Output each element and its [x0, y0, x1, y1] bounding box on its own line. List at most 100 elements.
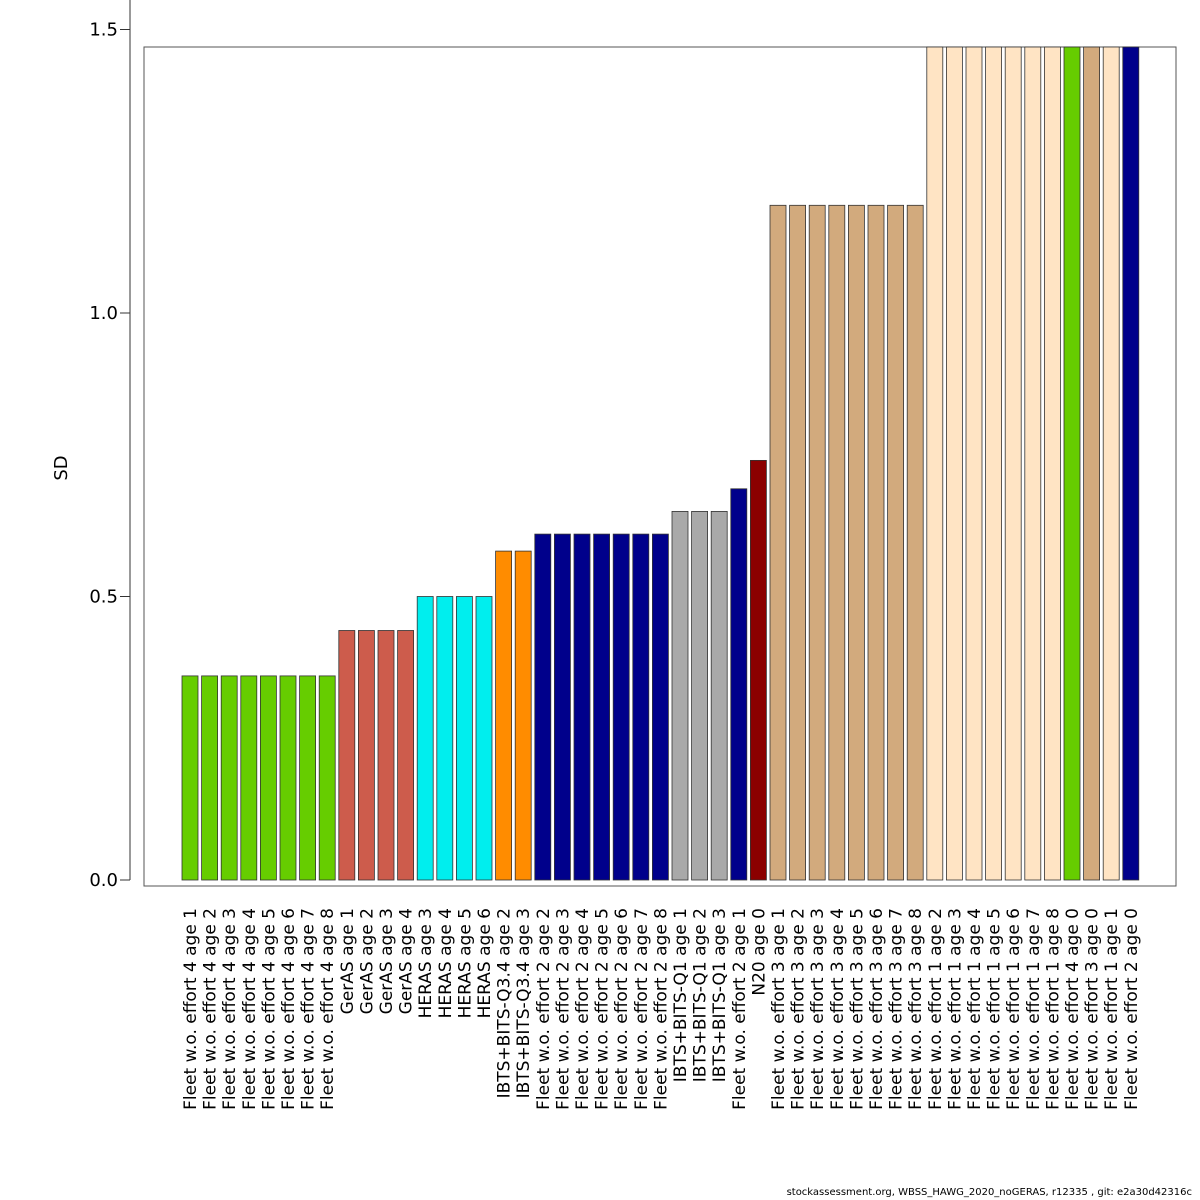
- bar-45: [1044, 46, 1061, 881]
- bar-37: [887, 204, 904, 881]
- x-tick-label: Fleet w.o. effort 3 age 6: [867, 908, 887, 1110]
- x-tick-label: Fleet w.o. effort 1 age 2: [926, 908, 946, 1110]
- bar-29: [730, 488, 748, 881]
- x-tick-label: IBTS+BITS-Q1 age 2: [691, 908, 711, 1082]
- bar-40: [946, 46, 963, 881]
- x-tick-label: Fleet w.o. effort 2 age 7: [632, 908, 652, 1110]
- bar-22: [593, 533, 610, 881]
- y-axis: 0.00.51.01.52.02.5: [89, 0, 131, 891]
- x-tick-label: Fleet w.o. effort 2 age 5: [593, 908, 613, 1110]
- bar-21: [573, 533, 591, 881]
- bar-30: [750, 459, 767, 881]
- y-tick-label: 1.5: [89, 20, 118, 41]
- y-tick-label: 0.0: [89, 870, 118, 891]
- bar-13: [416, 596, 434, 881]
- x-tick-label: Fleet w.o. effort 4 age 3: [220, 908, 240, 1110]
- x-tick-label: Fleet w.o. effort 3 age 7: [887, 908, 907, 1110]
- x-tick-label: Fleet w.o. effort 3 age 4: [828, 908, 848, 1110]
- bar-9: [338, 630, 356, 881]
- bar-19: [534, 533, 552, 881]
- x-tick-label: Fleet w.o. effort 3 age 8: [906, 908, 926, 1110]
- x-tick-label: Fleet w.o. effort 1 age 4: [965, 908, 985, 1110]
- x-tick-label: Fleet w.o. effort 2 age 1: [730, 908, 750, 1110]
- x-tick-label: Fleet w.o. effort 2 age 8: [651, 908, 671, 1110]
- x-tick-label: IBTS+BITS-Q1 age 3: [710, 908, 730, 1082]
- x-tick-label: Fleet w.o. effort 1 age 5: [985, 908, 1005, 1110]
- x-tick-label: IBTS+BITS-Q3.4 age 2: [495, 908, 515, 1098]
- footer-caption: stockassessment.org, WBSS_HAWG_2020_noGE…: [786, 1187, 1192, 1198]
- plot-frame: [143, 46, 1177, 887]
- bar-12: [397, 630, 415, 881]
- x-tick-label: Fleet w.o. effort 4 age 2: [201, 908, 221, 1110]
- x-tick-label: HERAS age 4: [436, 908, 456, 1018]
- bar-26: [671, 510, 689, 881]
- x-tick-label: GerAS age 1: [338, 908, 358, 1014]
- bar-25: [652, 533, 669, 881]
- x-tick-label: Fleet w.o. effort 3 age 5: [847, 908, 867, 1110]
- x-tick-label: Fleet w.o. effort 4 age 1: [181, 908, 201, 1110]
- x-tick-label: Fleet w.o. effort 2 age 3: [553, 908, 573, 1110]
- bar-1: [181, 675, 199, 881]
- bar-15: [455, 596, 473, 881]
- x-tick-label: Fleet w.o. effort 1 age 8: [1043, 908, 1063, 1110]
- bar-14: [436, 596, 454, 881]
- x-tick-label: Fleet w.o. effort 4 age 8: [318, 908, 338, 1110]
- x-tick-label: HERAS age 5: [455, 908, 475, 1018]
- x-tick-label: GerAS age 3: [377, 908, 397, 1014]
- bar-44: [1024, 46, 1042, 881]
- x-tick-label: HERAS age 3: [416, 908, 436, 1018]
- bar-20: [554, 533, 571, 881]
- x-tick-label: Fleet w.o. effort 1 age 6: [1004, 908, 1024, 1110]
- bar-6: [279, 675, 297, 881]
- bar-36: [867, 204, 885, 881]
- bar-41: [965, 46, 983, 881]
- x-tick-label: GerAS age 4: [397, 908, 417, 1014]
- bars-group: [181, 46, 1140, 881]
- bar-31: [769, 204, 787, 881]
- bar-3: [220, 675, 238, 881]
- x-tick-label: Fleet w.o. effort 4 age 4: [240, 908, 260, 1110]
- bar-39: [926, 46, 944, 881]
- bar-42: [985, 46, 1002, 881]
- x-tick-label: Fleet w.o. effort 3 age 3: [808, 908, 828, 1110]
- bar-17: [495, 550, 513, 881]
- bar-4: [240, 675, 258, 881]
- x-tick-label: Fleet w.o. effort 4 age 5: [259, 908, 279, 1110]
- x-tick-label: Fleet w.o. effort 2 age 2: [534, 908, 554, 1110]
- x-tick-label: N20 age 0: [749, 908, 769, 996]
- bar-48: [1102, 46, 1120, 881]
- x-tick-label: IBTS+BITS-Q1 age 1: [671, 908, 691, 1082]
- bar-16: [475, 596, 493, 881]
- x-tick-label: Fleet w.o. effort 3 age 2: [789, 908, 809, 1110]
- bar-27: [691, 510, 708, 881]
- bar-34: [828, 204, 846, 881]
- x-tick-label: Fleet w.o. effort 1 age 7: [1024, 908, 1044, 1110]
- x-tick-label: HERAS age 6: [475, 908, 495, 1018]
- x-tick-label: Fleet w.o. effort 1 age 1: [1102, 908, 1122, 1110]
- bar-24: [632, 533, 650, 881]
- bar-43: [1004, 46, 1022, 881]
- bar-49: [1122, 46, 1140, 881]
- bar-5: [259, 675, 277, 881]
- x-tick-label: IBTS+BITS-Q3.4 age 3: [514, 908, 534, 1098]
- y-tick-label: 1.0: [89, 303, 118, 324]
- bar-2: [201, 675, 219, 881]
- y-axis-label: SD: [51, 455, 72, 480]
- bar-18: [514, 550, 532, 881]
- x-tick-label: Fleet w.o. effort 3 age 0: [1083, 908, 1103, 1110]
- x-tick-label: Fleet w.o. effort 4 age 0: [1063, 908, 1083, 1110]
- bar-7: [299, 675, 317, 881]
- bar-33: [808, 204, 826, 881]
- bar-38: [906, 204, 924, 881]
- x-tick-label: Fleet w.o. effort 4 age 6: [279, 908, 299, 1110]
- x-tick-label: Fleet w.o. effort 4 age 7: [299, 908, 319, 1110]
- bar-11: [377, 630, 395, 881]
- bar-32: [789, 204, 806, 881]
- x-tick-label: Fleet w.o. effort 2 age 0: [1122, 908, 1142, 1110]
- y-tick-label: 0.5: [89, 587, 118, 608]
- bar-28: [710, 510, 728, 881]
- x-tick-label: Fleet w.o. effort 1 age 3: [945, 908, 965, 1110]
- bar-23: [612, 533, 630, 881]
- bar-35: [848, 204, 865, 881]
